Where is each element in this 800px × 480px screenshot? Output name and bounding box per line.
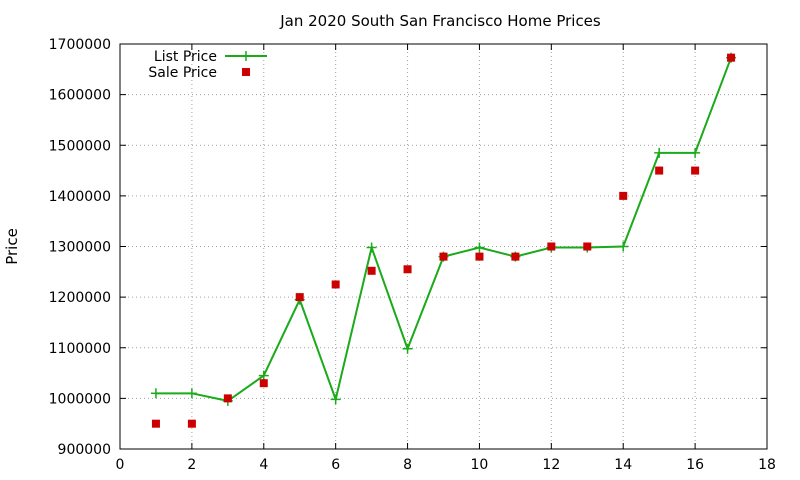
sale-price-point xyxy=(691,166,700,175)
series-sale-price xyxy=(151,53,736,428)
y-tick-label: 1300000 xyxy=(49,240,111,256)
x-tick-label: 0 xyxy=(116,457,125,473)
sale-price-point xyxy=(403,265,412,274)
series xyxy=(150,52,737,428)
y-tick-label: 1100000 xyxy=(49,341,111,357)
list-price-point xyxy=(474,242,485,253)
chart-title: Jan 2020 South San Francisco Home Prices xyxy=(279,12,601,30)
y-tick-label: 1600000 xyxy=(49,88,111,104)
legend-marker-sale-price xyxy=(242,68,250,76)
sale-price-point xyxy=(331,280,340,289)
legend-marker-list-price xyxy=(241,51,251,61)
y-tick-label: 1500000 xyxy=(49,138,111,154)
sale-price-point xyxy=(367,266,376,275)
list-price-point xyxy=(690,147,701,158)
sale-price-point xyxy=(583,242,592,251)
y-tick-label: 1200000 xyxy=(49,290,111,306)
x-tick-label: 6 xyxy=(331,457,340,473)
sale-price-point xyxy=(295,293,304,302)
sale-price-point xyxy=(223,394,232,403)
grid xyxy=(120,44,767,449)
x-tick-label: 8 xyxy=(403,457,412,473)
y-tick-label: 1700000 xyxy=(49,37,111,53)
list-price-point xyxy=(366,242,377,253)
sale-price-point xyxy=(511,252,520,261)
y-tick-label: 900000 xyxy=(58,442,111,458)
axis-ticks: 900000 1000000 1100000 1200000 1300000 140000… xyxy=(49,37,776,473)
x-tick-label: 14 xyxy=(614,457,632,473)
list-price-line xyxy=(155,57,732,403)
x-tick-label: 10 xyxy=(471,457,489,473)
x-tick-label: 12 xyxy=(542,457,560,473)
plot-border xyxy=(119,43,768,450)
x-tick-label: 4 xyxy=(259,457,268,473)
sale-price-point xyxy=(259,379,268,388)
list-price-point xyxy=(186,388,197,399)
list-price-point xyxy=(258,370,269,381)
x-tick-label: 2 xyxy=(187,457,196,473)
sale-price-point xyxy=(151,419,160,428)
sale-price-point xyxy=(475,252,484,261)
y-tick-label: 1000000 xyxy=(49,391,111,407)
list-price-point xyxy=(330,394,341,405)
x-tick-label: 16 xyxy=(686,457,704,473)
sale-price-point xyxy=(547,242,556,251)
sale-price-point xyxy=(439,252,448,261)
sale-price-point xyxy=(619,191,628,200)
sale-price-point xyxy=(187,419,196,428)
legend-label-sale-price: Sale Price xyxy=(148,65,217,81)
list-price-point xyxy=(654,147,665,158)
y-tick-label: 1400000 xyxy=(49,189,111,205)
list-price-point xyxy=(150,388,161,399)
sale-price-point xyxy=(655,166,664,175)
legend-label-list-price: List Price xyxy=(154,49,217,65)
y-axis-label: Price xyxy=(3,228,21,265)
series-list-price xyxy=(150,52,737,406)
sale-price-point xyxy=(727,53,736,62)
list-price-point xyxy=(618,241,629,252)
list-price-point xyxy=(402,343,413,354)
x-tick-label: 18 xyxy=(758,457,776,473)
